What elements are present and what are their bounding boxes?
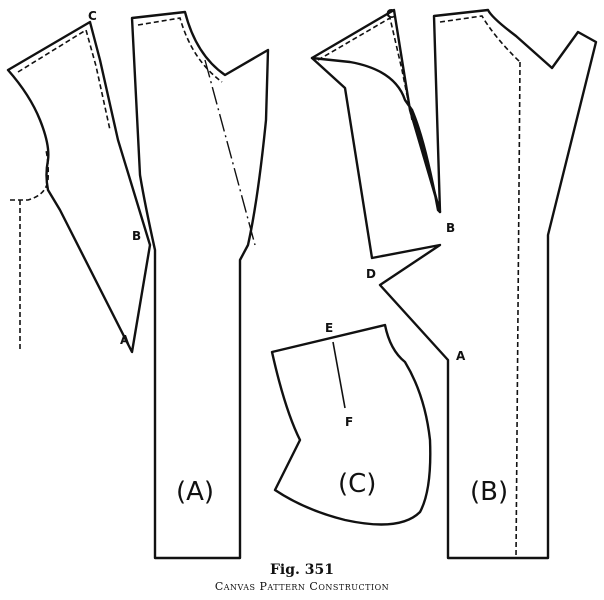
figure-title: Canvas Pattern Construction	[214, 580, 390, 593]
label-b-right: B	[446, 221, 455, 235]
label-a-right: A	[456, 349, 466, 363]
label-piece-a: (A)	[176, 477, 214, 507]
piece-c	[270, 323, 432, 526]
label-piece-b: (B)	[470, 477, 508, 507]
figure-caption: Fig. 351 Canvas Pattern Construction	[0, 562, 604, 593]
label-c-left: C	[88, 9, 97, 23]
label-b-left: B	[132, 229, 141, 243]
label-e: E	[325, 321, 333, 335]
label-piece-c: (C)	[338, 469, 376, 499]
front-panel-a	[130, 10, 270, 560]
back-panel-b	[310, 8, 598, 560]
figure-number: Fig. 351	[269, 562, 335, 578]
left-side-piece	[6, 20, 152, 354]
right-side-piece	[310, 8, 442, 214]
label-d-right: D	[366, 267, 376, 281]
label-c-right: C	[386, 7, 395, 21]
label-f: F	[345, 415, 353, 429]
label-a-left: A	[120, 333, 130, 347]
